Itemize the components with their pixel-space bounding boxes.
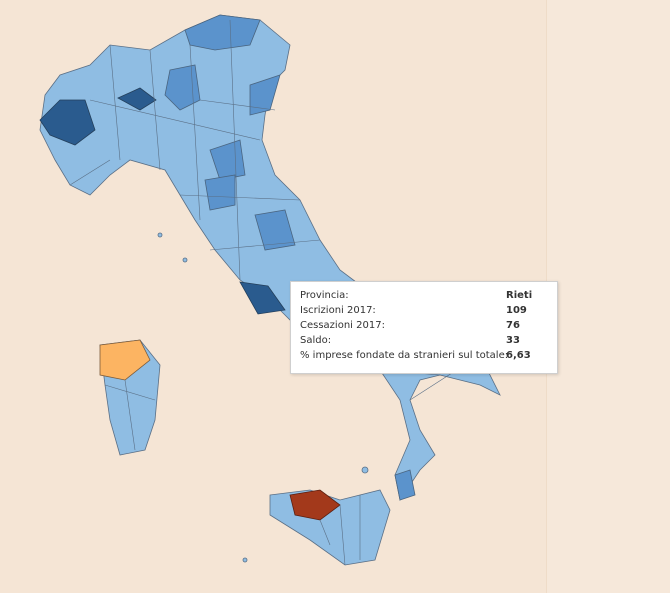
row-label: % imprese fondate da stranieri sul total… [300, 350, 509, 361]
row-value: 109 [506, 305, 527, 316]
side-strip [546, 0, 670, 593]
tooltip-row: Provincia: Rieti [300, 290, 550, 304]
province[interactable] [249, 74, 281, 116]
province[interactable] [209, 139, 246, 181]
province[interactable] [239, 281, 286, 315]
island [242, 557, 248, 563]
province-borders [319, 495, 361, 566]
tooltip-row: Cessazioni 2017: 76 [300, 320, 550, 334]
row-value: 33 [506, 335, 520, 346]
tooltip-row: Iscrizioni 2017: 109 [300, 305, 550, 319]
province[interactable] [99, 339, 151, 381]
province[interactable] [204, 174, 236, 211]
island [182, 257, 188, 263]
row-value: 76 [506, 320, 520, 331]
row-value: Rieti [506, 290, 533, 301]
row-label: Cessazioni 2017: [300, 320, 385, 331]
province[interactable] [117, 87, 157, 111]
province[interactable] [289, 489, 341, 521]
row-label: Saldo: [300, 335, 332, 346]
island [157, 232, 163, 238]
province[interactable] [394, 469, 416, 501]
tooltip-row: % imprese fondate da stranieri sul total… [300, 350, 550, 364]
tooltip-row: Saldo: 33 [300, 335, 550, 349]
province[interactable] [164, 64, 201, 111]
province[interactable] [254, 209, 296, 251]
province[interactable] [184, 14, 261, 51]
row-value: 6,63 [506, 350, 531, 361]
province[interactable] [39, 99, 96, 146]
row-label: Iscrizioni 2017: [300, 305, 376, 316]
tooltip: Provincia: Rieti Iscrizioni 2017: 109 Cessaz… [290, 281, 558, 374]
province-borders [104, 379, 156, 451]
island [361, 466, 369, 474]
row-label: Provincia: [300, 290, 349, 301]
